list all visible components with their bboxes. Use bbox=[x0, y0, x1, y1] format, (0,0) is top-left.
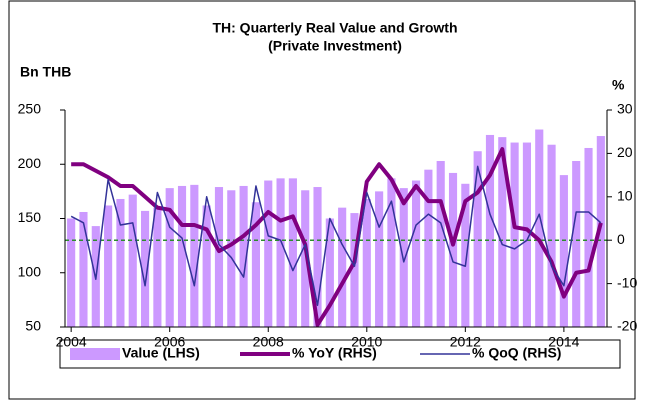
bar bbox=[547, 144, 556, 327]
bar bbox=[67, 218, 76, 327]
chart-subtitle: (Private Investment) bbox=[268, 38, 402, 54]
bar bbox=[276, 178, 285, 327]
bar bbox=[338, 207, 347, 327]
bar bbox=[473, 151, 482, 327]
bar bbox=[177, 185, 187, 327]
y-tick-label: 50 bbox=[25, 318, 41, 334]
bar bbox=[498, 137, 507, 327]
bar bbox=[510, 142, 519, 327]
bar bbox=[153, 207, 162, 327]
bar bbox=[325, 218, 334, 327]
bar bbox=[202, 205, 211, 327]
y2-tick-label: 10 bbox=[617, 188, 633, 204]
bar bbox=[559, 175, 568, 327]
bar bbox=[362, 198, 371, 327]
legend-label: % QoQ (RHS) bbox=[472, 345, 561, 361]
bar bbox=[239, 185, 248, 327]
bar bbox=[522, 142, 531, 327]
bar bbox=[214, 187, 224, 327]
bar bbox=[165, 188, 174, 327]
line-series bbox=[70, 165, 602, 307]
x-tick-label: 2012 bbox=[450, 334, 481, 350]
legend-box bbox=[59, 339, 621, 369]
x-tick-label: 2014 bbox=[548, 334, 579, 350]
bar bbox=[313, 187, 322, 327]
y2-tick-label: -20 bbox=[617, 318, 637, 334]
bar bbox=[190, 184, 199, 327]
y-axis-label: Bn THB bbox=[20, 64, 71, 80]
bar bbox=[141, 210, 150, 327]
bar bbox=[264, 180, 273, 327]
bar bbox=[485, 134, 495, 327]
y2-axis-label: % bbox=[612, 77, 625, 93]
bar bbox=[128, 194, 137, 327]
bar bbox=[461, 183, 470, 327]
y-tick-label: 150 bbox=[18, 209, 42, 225]
chart-title: TH: Quarterly Real Value and Growth bbox=[212, 20, 457, 36]
bar bbox=[436, 160, 445, 327]
bar bbox=[288, 178, 297, 327]
y-tick-label: 100 bbox=[18, 263, 42, 279]
bar bbox=[116, 198, 125, 327]
line-series bbox=[71, 147, 603, 327]
bar bbox=[251, 202, 260, 327]
bar bbox=[387, 178, 396, 327]
y2-tick-label: 0 bbox=[617, 231, 625, 247]
bar bbox=[448, 172, 458, 327]
bar bbox=[412, 180, 421, 327]
y2-tick-label: 30 bbox=[617, 101, 633, 117]
bar bbox=[79, 211, 88, 327]
bar bbox=[584, 147, 593, 327]
y2-tick-label: -10 bbox=[617, 274, 637, 290]
y-tick-label: 200 bbox=[18, 155, 42, 171]
x-tick-label: 2004 bbox=[56, 334, 87, 350]
bar bbox=[350, 213, 359, 327]
legend-swatch bbox=[70, 348, 120, 360]
bar bbox=[424, 169, 433, 327]
legend-label: Value (LHS) bbox=[122, 345, 200, 361]
bar bbox=[375, 191, 384, 327]
bar bbox=[301, 190, 310, 327]
y2-tick-label: 20 bbox=[617, 144, 633, 160]
x-tick-label: 2006 bbox=[154, 334, 185, 350]
bar bbox=[572, 160, 581, 327]
bar bbox=[535, 129, 544, 327]
bar bbox=[399, 188, 408, 327]
legend-label: % YoY (RHS) bbox=[292, 345, 377, 361]
bar bbox=[104, 205, 113, 327]
bar bbox=[596, 136, 605, 327]
y-tick-label: 250 bbox=[18, 101, 42, 117]
x-tick-label: 2010 bbox=[351, 334, 382, 350]
x-tick-label: 2008 bbox=[253, 334, 284, 350]
